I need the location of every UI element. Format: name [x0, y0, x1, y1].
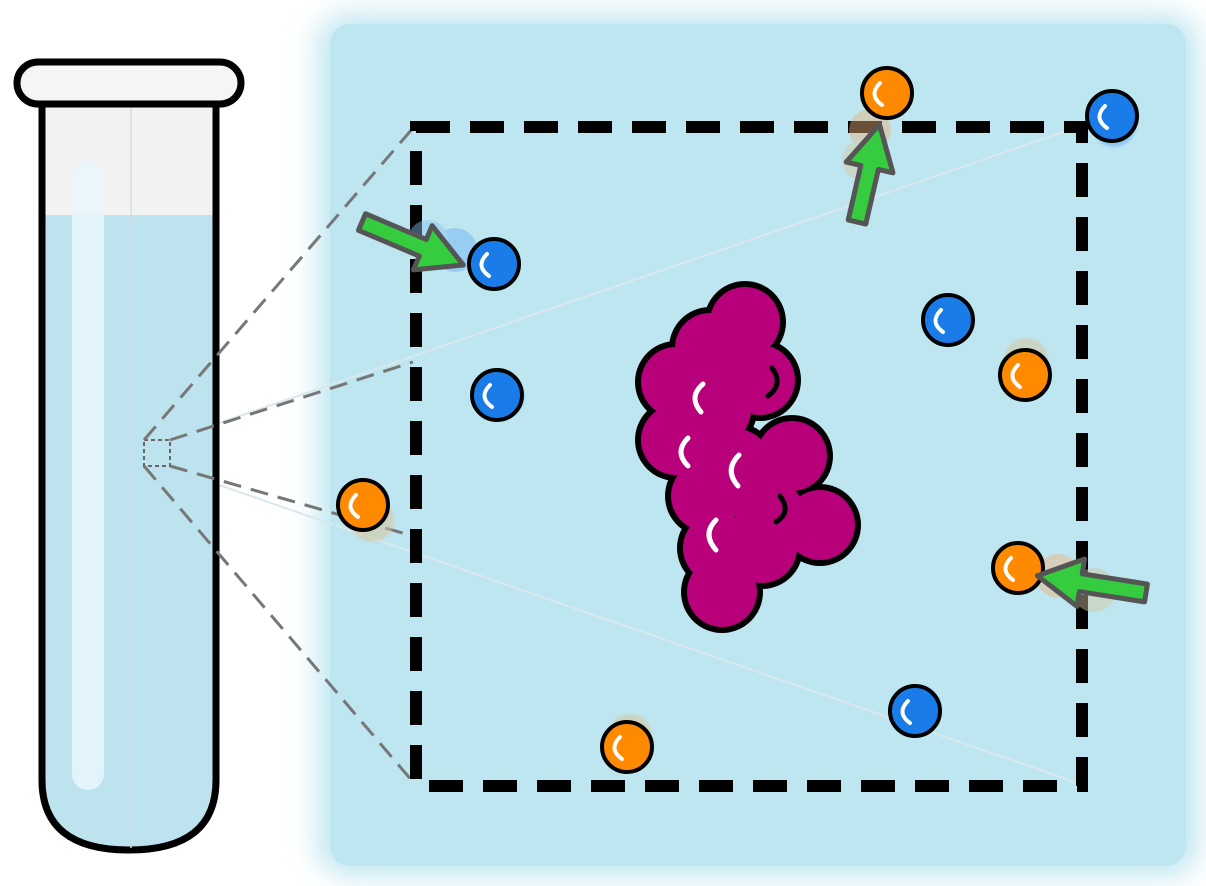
movement-arrow-icon	[355, 122, 1150, 609]
protein-cluster-icon	[635, 281, 861, 633]
test-tube-icon	[13, 58, 245, 854]
blue-particle-icon	[467, 89, 1139, 738]
zoom-frame	[410, 121, 1088, 792]
orange-particle-icon	[336, 66, 1052, 774]
zoom-source-marker	[143, 439, 171, 467]
